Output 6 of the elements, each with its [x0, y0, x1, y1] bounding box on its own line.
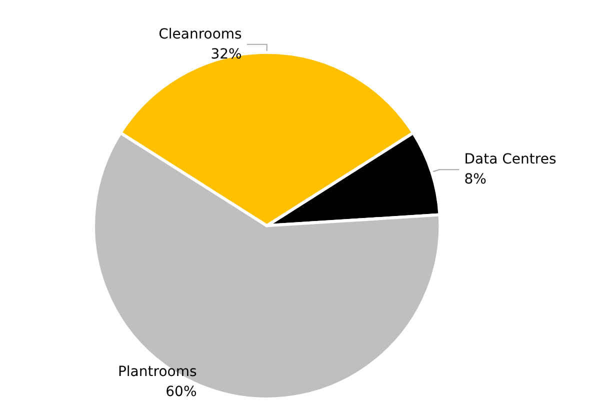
data-label: 32% — [210, 46, 242, 62]
data-label: 60% — [166, 384, 197, 400]
slice-label: Plantrooms — [118, 364, 197, 380]
slice-label: Data Centres — [464, 152, 556, 168]
slice-label: Cleanrooms — [158, 26, 242, 42]
data-label: 8% — [464, 172, 486, 188]
